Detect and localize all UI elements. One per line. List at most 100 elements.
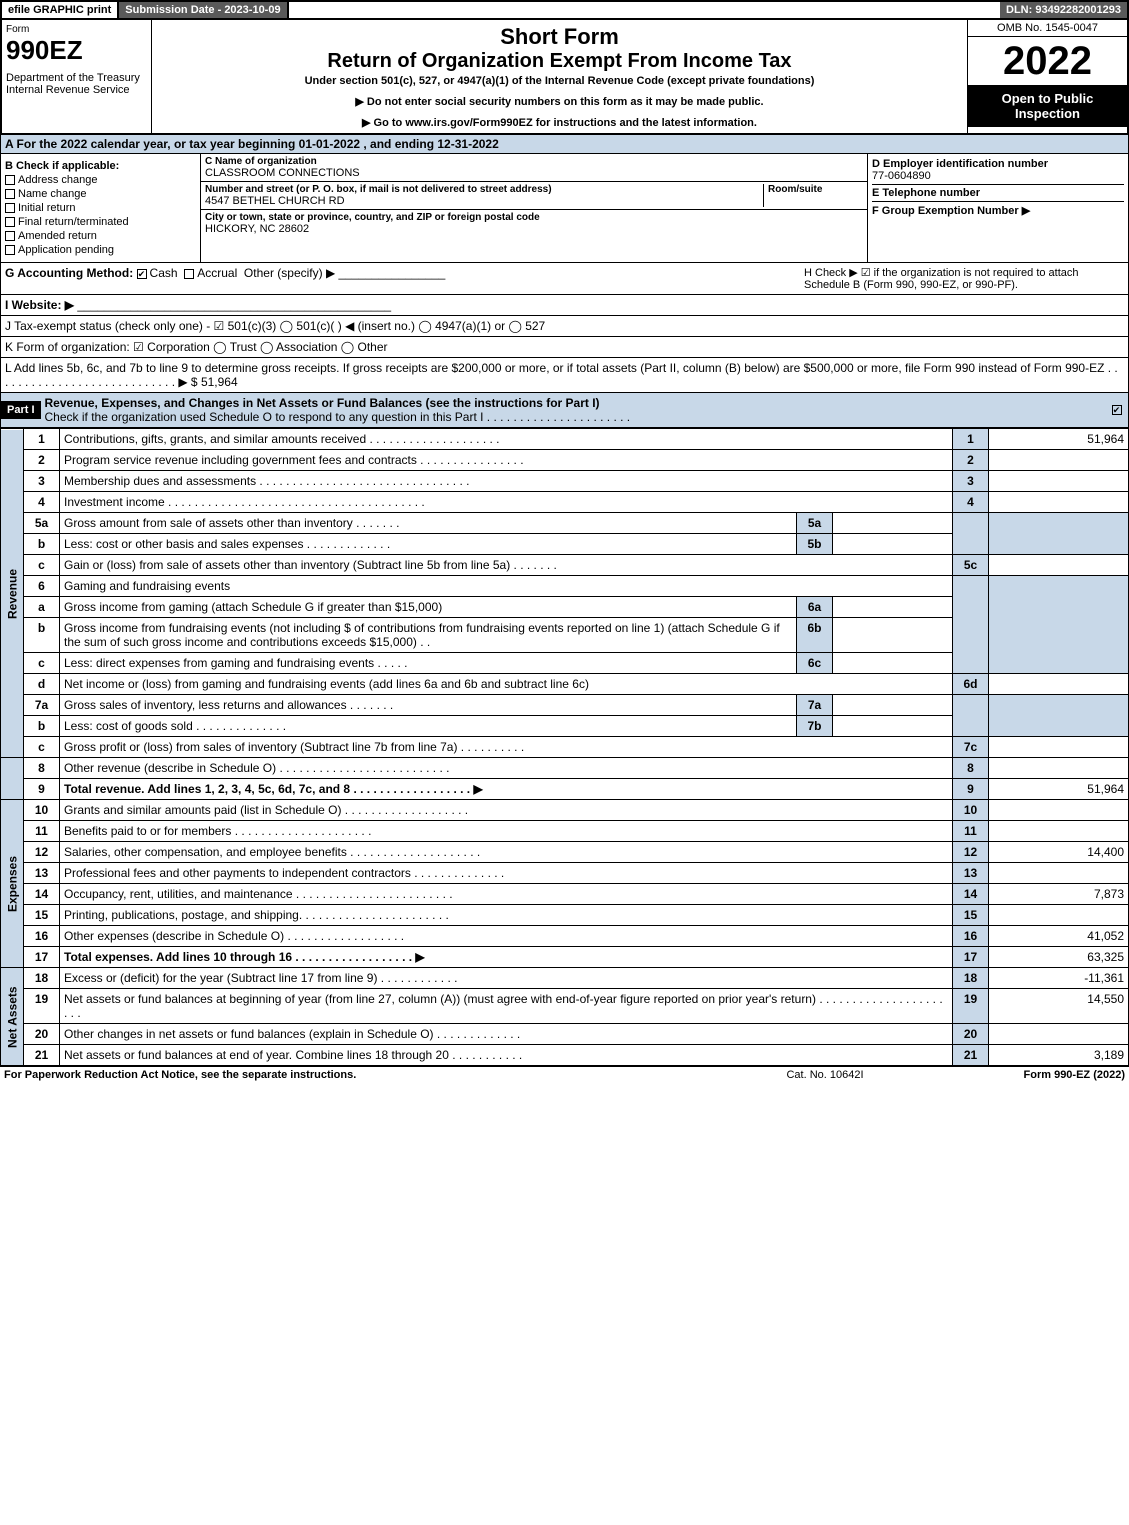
line-17-num: 17	[24, 947, 60, 968]
tax-exempt-status: J Tax-exempt status (check only one) - ☑…	[5, 319, 1124, 333]
line-6c-sub: 6c	[797, 653, 833, 674]
form-subtitle: Under section 501(c), 527, or 4947(a)(1)…	[156, 75, 963, 87]
part-1-title: Revenue, Expenses, and Changes in Net As…	[45, 396, 600, 410]
line-6c-subamt	[833, 653, 953, 674]
line-15-ref: 15	[953, 905, 989, 926]
section-c-org-info: C Name of organization CLASSROOM CONNECT…	[201, 154, 868, 262]
catalog-number: Cat. No. 10642I	[725, 1069, 925, 1081]
shade-6	[953, 576, 989, 674]
accrual-checkbox[interactable]	[184, 269, 194, 279]
part-1-label: Part I	[1, 401, 41, 419]
shade-5	[953, 513, 989, 555]
line-20-ref: 20	[953, 1024, 989, 1045]
top-bar: efile GRAPHIC print Submission Date - 20…	[0, 0, 1129, 20]
line-7c-desc: Gross profit or (loss) from sales of inv…	[60, 737, 953, 758]
address-change-checkbox[interactable]	[5, 175, 15, 185]
amended-return-label: Amended return	[18, 230, 97, 242]
line-8-num: 8	[24, 758, 60, 779]
cash-label: Cash	[150, 266, 178, 280]
street-address: 4547 BETHEL CHURCH RD	[205, 195, 763, 207]
gross-receipts-text: L Add lines 5b, 6c, and 7b to line 9 to …	[5, 361, 1124, 389]
line-4-num: 4	[24, 492, 60, 513]
line-2-desc: Program service revenue including govern…	[60, 450, 953, 471]
form-ref: Form 990-EZ (2022)	[925, 1069, 1125, 1081]
line-5a-subamt	[833, 513, 953, 534]
line-14-num: 14	[24, 884, 60, 905]
line-12-ref: 12	[953, 842, 989, 863]
line-17-ref: 17	[953, 947, 989, 968]
line-3-num: 3	[24, 471, 60, 492]
final-return-checkbox[interactable]	[5, 217, 15, 227]
line-20-desc: Other changes in net assets or fund bala…	[60, 1024, 953, 1045]
line-10-num: 10	[24, 800, 60, 821]
line-1-amount: 51,964	[989, 429, 1129, 450]
shade-7-amt	[989, 695, 1129, 737]
paperwork-notice: For Paperwork Reduction Act Notice, see …	[4, 1069, 725, 1081]
line-21-ref: 21	[953, 1045, 989, 1066]
expenses-side-label: Expenses	[1, 800, 24, 968]
accrual-label: Accrual	[197, 266, 237, 280]
line-8-desc: Other revenue (describe in Schedule O) .…	[60, 758, 953, 779]
line-6c-desc: Less: direct expenses from gaming and fu…	[60, 653, 797, 674]
line-5a-sub: 5a	[797, 513, 833, 534]
line-k-org-form: K Form of organization: ☑ Corporation ◯ …	[0, 337, 1129, 358]
line-6b-num: b	[24, 618, 60, 653]
line-16-amount: 41,052	[989, 926, 1129, 947]
part-1-schedule-o-checkbox[interactable]	[1112, 405, 1122, 415]
line-15-amount	[989, 905, 1129, 926]
netassets-side-label: Net Assets	[1, 968, 24, 1066]
department-label: Department of the Treasury Internal Reve…	[6, 72, 147, 96]
line-21-num: 21	[24, 1045, 60, 1066]
street-label: Number and street (or P. O. box, if mail…	[205, 184, 763, 195]
line-9-desc: Total revenue. Add lines 1, 2, 3, 4, 5c,…	[60, 779, 953, 800]
line-j-tax-exempt: J Tax-exempt status (check only one) - ☑…	[0, 316, 1129, 337]
org-name: CLASSROOM CONNECTIONS	[205, 167, 863, 179]
line-7b-sub: 7b	[797, 716, 833, 737]
final-return-label: Final return/terminated	[18, 216, 129, 228]
section-d-identifiers: D Employer identification number 77-0604…	[868, 154, 1128, 262]
line-6a-sub: 6a	[797, 597, 833, 618]
initial-return-checkbox[interactable]	[5, 203, 15, 213]
line-14-ref: 14	[953, 884, 989, 905]
line-6d-desc: Net income or (loss) from gaming and fun…	[60, 674, 953, 695]
line-18-amount: -11,361	[989, 968, 1129, 989]
line-4-desc: Investment income . . . . . . . . . . . …	[60, 492, 953, 513]
amended-return-checkbox[interactable]	[5, 231, 15, 241]
line-16-num: 16	[24, 926, 60, 947]
application-pending-checkbox[interactable]	[5, 245, 15, 255]
line-7b-desc: Less: cost of goods sold . . . . . . . .…	[60, 716, 797, 737]
line-2-num: 2	[24, 450, 60, 471]
accounting-method-label: G Accounting Method:	[5, 266, 133, 280]
line-21-desc: Net assets or fund balances at end of ye…	[60, 1045, 953, 1066]
instructions-link[interactable]: ▶ Go to www.irs.gov/Form990EZ for instru…	[156, 116, 963, 129]
line-6a-num: a	[24, 597, 60, 618]
line-7b-subamt	[833, 716, 953, 737]
line-8-amount	[989, 758, 1129, 779]
line-21-amount: 3,189	[989, 1045, 1129, 1066]
cash-checkbox[interactable]	[137, 269, 147, 279]
city-state-zip: HICKORY, NC 28602	[205, 223, 863, 235]
line-6a-desc: Gross income from gaming (attach Schedul…	[60, 597, 797, 618]
line-20-num: 20	[24, 1024, 60, 1045]
initial-return-label: Initial return	[18, 202, 75, 214]
line-19-num: 19	[24, 989, 60, 1024]
form-of-organization: K Form of organization: ☑ Corporation ◯ …	[5, 340, 1124, 354]
line-7c-num: c	[24, 737, 60, 758]
efile-print-button[interactable]: efile GRAPHIC print	[2, 2, 119, 18]
telephone-label: E Telephone number	[872, 187, 1124, 199]
line-20-amount	[989, 1024, 1129, 1045]
shade-6-amt	[989, 576, 1129, 674]
line-13-desc: Professional fees and other payments to …	[60, 863, 953, 884]
line-17-desc: Total expenses. Add lines 10 through 16 …	[60, 947, 953, 968]
line-10-amount	[989, 800, 1129, 821]
shade-7	[953, 695, 989, 737]
line-5a-num: 5a	[24, 513, 60, 534]
line-19-ref: 19	[953, 989, 989, 1024]
line-4-amount	[989, 492, 1129, 513]
form-number: 990EZ	[6, 35, 147, 66]
name-change-checkbox[interactable]	[5, 189, 15, 199]
line-6d-num: d	[24, 674, 60, 695]
application-pending-label: Application pending	[18, 244, 114, 256]
line-3-desc: Membership dues and assessments . . . . …	[60, 471, 953, 492]
line-14-amount: 7,873	[989, 884, 1129, 905]
